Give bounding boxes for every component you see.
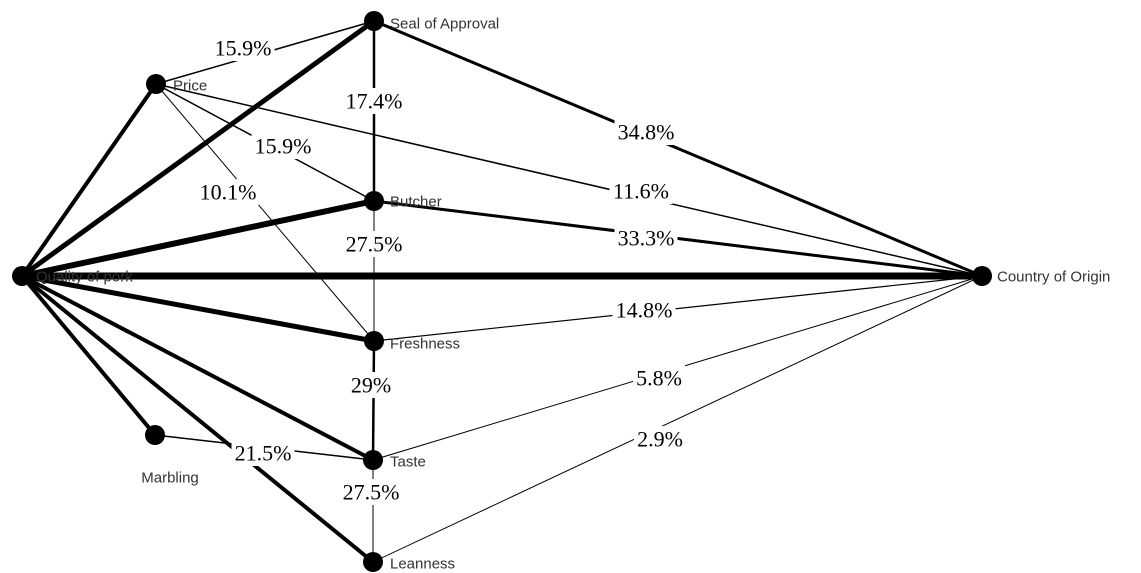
node-label: Leanness [390,556,455,573]
percentage-label-price-freshness: 10.1% [196,179,260,205]
node-dot [12,266,32,286]
edge-price-freshness [155,83,375,342]
percentage-label-freshness-taste: 29% [350,372,392,398]
percentage-label-price-origin: 11.6% [609,178,673,204]
edge-quality-taste [20,274,375,462]
percentage-value: 15.9% [215,36,272,61]
node-label: Butcher [390,194,442,211]
edge-quality-price [20,82,158,278]
percentage-label-leanness-origin: 2.9% [634,426,686,452]
percentage-label-price-seal: 15.9% [211,35,275,61]
node-freshness: Freshness [364,331,460,353]
edge-freshness-origin [373,275,983,342]
node-label: Quality of pork [36,269,133,286]
node-dot [364,11,384,31]
node-dot [146,74,166,94]
percentage-label-backing [251,133,315,159]
edge-quality-marbling [20,274,157,437]
percentage-value: 15.9% [255,134,312,159]
node-dot [364,331,384,351]
node-origin: Country of Origin [972,266,1110,286]
percentage-label-freshness-origin: 14.8% [612,297,676,323]
percentage-value: 11.6% [613,179,669,204]
node-label: Price [173,78,207,95]
node-label: Freshness [390,336,460,353]
percentage-value: 34.8% [618,120,675,145]
node-leanness: Leanness [363,552,455,573]
percentage-value: 27.5% [346,232,403,257]
node-butcher: Butcher [364,191,442,211]
percentage-value: 29% [351,373,391,398]
percentage-value: 10.1% [200,180,257,205]
node-taste: Taste [363,450,426,471]
percentage-label-marbling-taste: 21.5% [231,440,295,466]
edge-quality-freshness [19,273,377,344]
percentage-value: 2.9% [637,427,683,452]
edge-freshness-taste [371,339,376,462]
percentage-value: 5.8% [636,366,682,391]
node-label: Seal of Approval [390,16,499,33]
edge-seal-origin [372,19,984,278]
percentage-label-taste-origin: 5.8% [633,365,685,391]
node-dot [363,450,383,470]
percentage-label-taste-leanness: 27.5% [339,479,403,505]
percentage-value: 17.4% [346,89,403,114]
node-quality: Quality of pork [12,266,133,286]
percentage-label-backing [339,479,403,505]
percentage-label-backing [211,35,275,61]
percentage-value: 14.8% [616,298,673,323]
node-label: Marbling [141,470,199,487]
percentage-label-backing [350,372,392,398]
node-label: Taste [390,454,426,471]
percentage-label-backing [634,426,686,452]
percentage-value: 27.5% [343,480,400,505]
percentage-label-butcher-freshness: 27.5% [342,231,406,257]
node-dot [363,552,383,572]
percentage-label-seal-butcher: 17.4% [342,88,406,114]
node-dot [364,191,384,211]
edge-quality-butcher [19,198,377,279]
percentage-label-backing [633,365,685,391]
percentage-value: 21.5% [235,441,292,466]
percentage-label-backing [196,179,260,205]
percentage-label-butcher-origin: 33.3% [614,225,678,251]
edge-butcher-origin [372,199,984,278]
percentage-label-seal-origin: 34.8% [614,119,678,145]
node-dot [972,266,992,286]
edge-leanness-origin [372,275,983,563]
node-price: Price [146,74,207,95]
percentage-label-backing [612,297,676,323]
nodes-layer: Seal of Approval Price Butcher Quality of p… [12,11,1110,573]
percentage-label-backing [609,178,673,204]
percentage-label-backing [614,225,678,251]
percentage-label-backing [342,231,406,257]
percentage-label-backing [614,119,678,145]
percentage-label-price-butcher: 15.9% [251,133,315,159]
edge-quality-seal [19,18,377,279]
edge-price-origin [155,83,983,277]
node-marbling: Marbling [141,425,199,487]
node-seal: Seal of Approval [364,11,499,33]
percentage-label-backing [231,440,295,466]
node-dot [145,425,165,445]
edge-quality-leanness [20,274,375,564]
percentage-value: 33.3% [618,226,675,251]
percentage-label-backing [342,88,406,114]
percentage-labels-layer: 15.9% 17.4% 15.9% 10.1% 34.8% 11.6% 33.3% 27.5%… [196,35,686,505]
node-label: Country of Origin [997,269,1110,286]
